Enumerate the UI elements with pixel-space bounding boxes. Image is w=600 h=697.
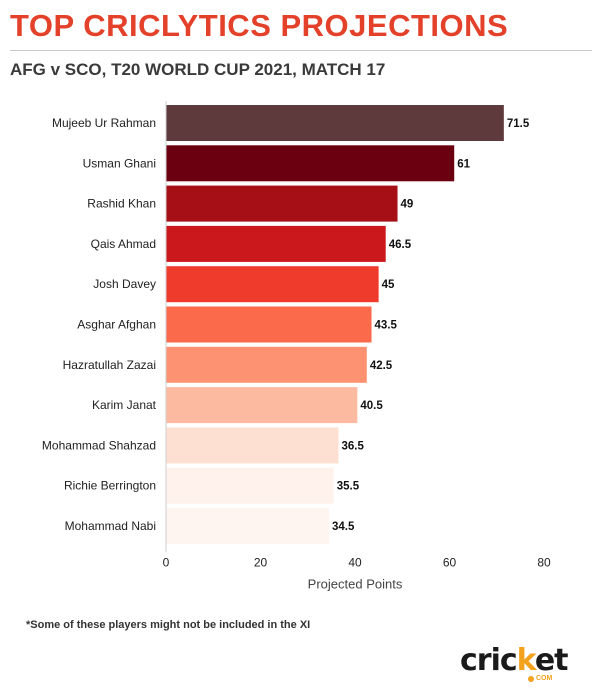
x-tick-label: 20 xyxy=(254,555,268,569)
data-label: 49 xyxy=(401,199,414,211)
x-tick-label: 40 xyxy=(348,555,362,569)
category-label: Mohammad Shahzad xyxy=(42,438,156,452)
data-label: 42.5 xyxy=(370,360,393,372)
category-label: Hazratullah Zazai xyxy=(63,358,156,372)
bar-chart: Mujeeb Ur Rahman 71.5 Usman Ghani 61 Rashid … xyxy=(42,101,551,591)
bar-5 xyxy=(166,306,372,343)
bar-1 xyxy=(166,145,455,182)
category-label: Mohammad Nabi xyxy=(65,519,156,533)
x-axis-label: Projected Points xyxy=(308,576,403,591)
data-label: 71.5 xyxy=(507,118,530,130)
x-tick-label: 60 xyxy=(443,555,457,569)
x-tick-label: 0 xyxy=(163,555,170,569)
bar-4 xyxy=(166,266,379,303)
bar-6 xyxy=(166,346,367,383)
data-label: 40.5 xyxy=(360,400,383,412)
data-label: 45 xyxy=(382,279,395,291)
category-label: Rashid Khan xyxy=(87,197,156,211)
data-label: 34.5 xyxy=(332,521,355,533)
data-label: 35.5 xyxy=(337,481,360,493)
category-label: Asghar Afghan xyxy=(77,318,156,332)
x-tick-label: 80 xyxy=(537,555,551,569)
bar-10 xyxy=(166,508,330,544)
bar-3 xyxy=(166,225,386,262)
title-divider xyxy=(10,50,592,51)
bar-7 xyxy=(166,387,358,424)
category-label: Richie Berrington xyxy=(64,479,156,493)
category-label: Qais Ahmad xyxy=(91,237,156,251)
category-label: Mujeeb Ur Rahman xyxy=(52,116,156,130)
footnote: *Some of these players might not be incl… xyxy=(26,619,311,631)
bar-8 xyxy=(166,427,339,464)
data-label: 43.5 xyxy=(375,320,398,332)
data-label: 36.5 xyxy=(341,440,364,452)
category-label: Usman Ghani xyxy=(83,156,156,170)
bar-2 xyxy=(166,185,398,222)
data-label: 46.5 xyxy=(389,239,412,251)
chart-subtitle: AFG v SCO, T20 WORLD CUP 2021, MATCH 17 xyxy=(10,60,386,79)
category-label: Karim Janat xyxy=(92,398,157,412)
bar-0 xyxy=(166,105,504,141)
cricket-com-logo: cricket COM xyxy=(460,643,568,682)
category-label: Josh Davey xyxy=(93,277,156,291)
bar-9 xyxy=(166,467,334,504)
data-label: 61 xyxy=(457,158,470,170)
chart-title: TOP CRICLYTICS PROJECTIONS xyxy=(10,8,509,43)
